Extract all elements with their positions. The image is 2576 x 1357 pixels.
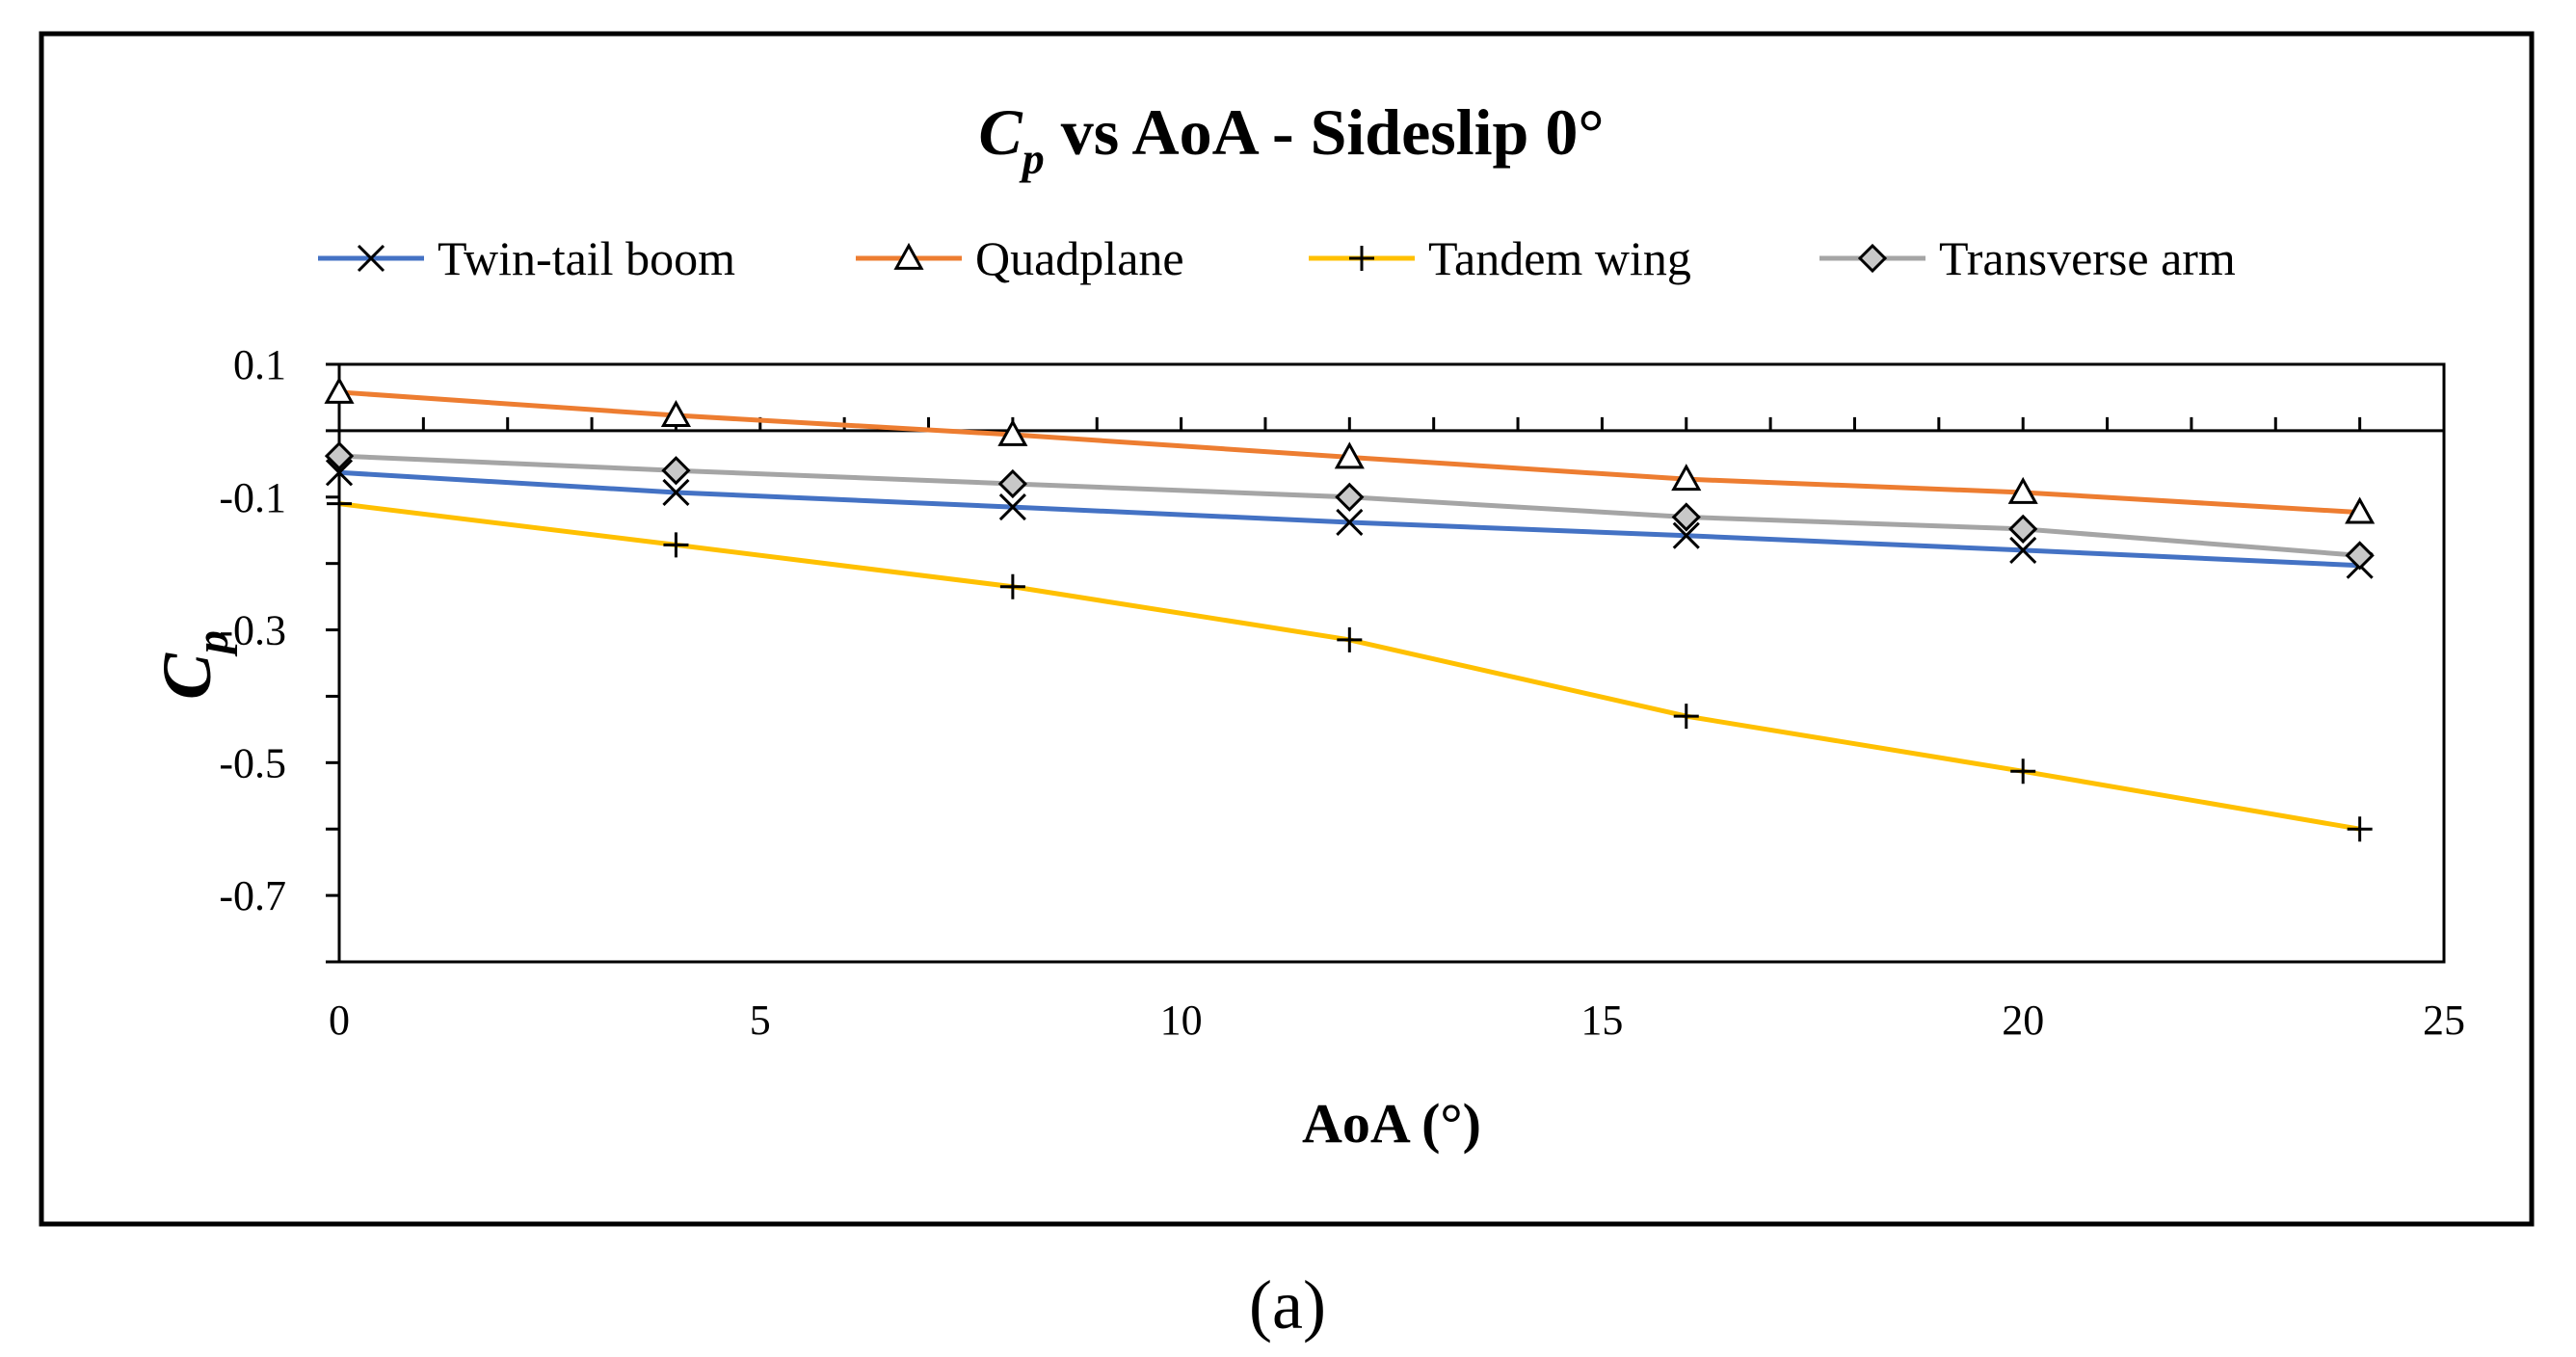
x-tick-label: 20 (2002, 997, 2044, 1044)
legend-marker (357, 244, 385, 273)
x-tick-label: 10 (1160, 997, 1203, 1044)
data-point (1671, 464, 1702, 492)
legend-label: Quadplane (975, 231, 1184, 285)
data-point (324, 376, 355, 404)
y-tick-label: 0.1 (233, 341, 286, 388)
series-twin-tail-boom (325, 459, 2374, 579)
data-point (1334, 441, 1365, 469)
data-point (997, 418, 1028, 446)
legend-label: Tandem wing (1428, 231, 1691, 285)
data-point (2347, 816, 2373, 842)
data-point (1672, 521, 1700, 549)
data-point (663, 532, 689, 558)
series-transverse-arm (324, 440, 2375, 571)
chart-legend: Twin-tail boom Quadplane Tandem wing Transv… (318, 231, 2236, 285)
legend-marker (1349, 246, 1374, 271)
data-point (2008, 514, 2038, 544)
data-point (1335, 482, 1365, 512)
data-point (1336, 508, 1364, 537)
x-tick-label: 25 (2423, 997, 2465, 1044)
data-point (662, 478, 690, 507)
x-axis-label: AoA (°) (1302, 1092, 1481, 1155)
legend-item-tandem-wing: Tandem wing (1309, 231, 1691, 285)
chart-title-subscript: p (1019, 134, 1045, 183)
legend-label: Twin-tail boom (438, 231, 735, 285)
plot-area: 0 5 10 15 20 25 0.1 -0.1 -0.3 -0.5 -0.7 (219, 341, 2465, 1044)
data-point (660, 399, 691, 427)
y-tick-label: -0.1 (219, 474, 286, 521)
y-axis-label-subscript: p (187, 630, 238, 657)
chart-title-symbol: C (978, 95, 1022, 169)
data-point (2345, 541, 2375, 571)
legend-item-twin-tail-boom: Twin-tail boom (318, 231, 735, 285)
figure-caption: (a) (1249, 1266, 1326, 1344)
y-tick-label: -0.3 (219, 607, 286, 654)
legend-item-transverse-arm: Transverse arm (1819, 231, 2236, 285)
data-point (998, 493, 1026, 521)
chart-title: Cp vs AoA - Sideslip 0° (978, 95, 1604, 183)
series-tandem-wing (327, 491, 2373, 842)
data-point (2010, 758, 2036, 785)
data-point (1337, 626, 1363, 652)
series-quadplane (324, 376, 2376, 524)
data-point (327, 491, 352, 517)
data-point (2007, 476, 2038, 504)
y-tick-label: -0.5 (219, 739, 286, 786)
data-point (324, 440, 355, 471)
x-tick-label: 15 (1580, 997, 1623, 1044)
y-axis-label-symbol: C (148, 652, 226, 700)
data-point (325, 459, 354, 487)
chart-title-rest: vs AoA - Sideslip 0° (1045, 95, 1605, 169)
data-point (999, 573, 1025, 599)
y-axis-label: Cp (148, 630, 238, 700)
data-point (1671, 502, 1701, 532)
legend-label: Transverse arm (1939, 231, 2236, 285)
x-tick-label: 0 (329, 997, 350, 1044)
data-point (2345, 496, 2376, 524)
y-tick-label: -0.7 (219, 872, 286, 919)
data-point (661, 456, 691, 486)
x-tick-label: 5 (750, 997, 771, 1044)
data-point (1673, 704, 1699, 730)
data-point (2009, 536, 2037, 564)
legend-item-quadplane: Quadplane (856, 231, 1184, 285)
legend-marker (893, 242, 924, 270)
plot-border (337, 362, 2446, 964)
data-point (997, 468, 1028, 499)
legend-marker (1857, 243, 1888, 274)
